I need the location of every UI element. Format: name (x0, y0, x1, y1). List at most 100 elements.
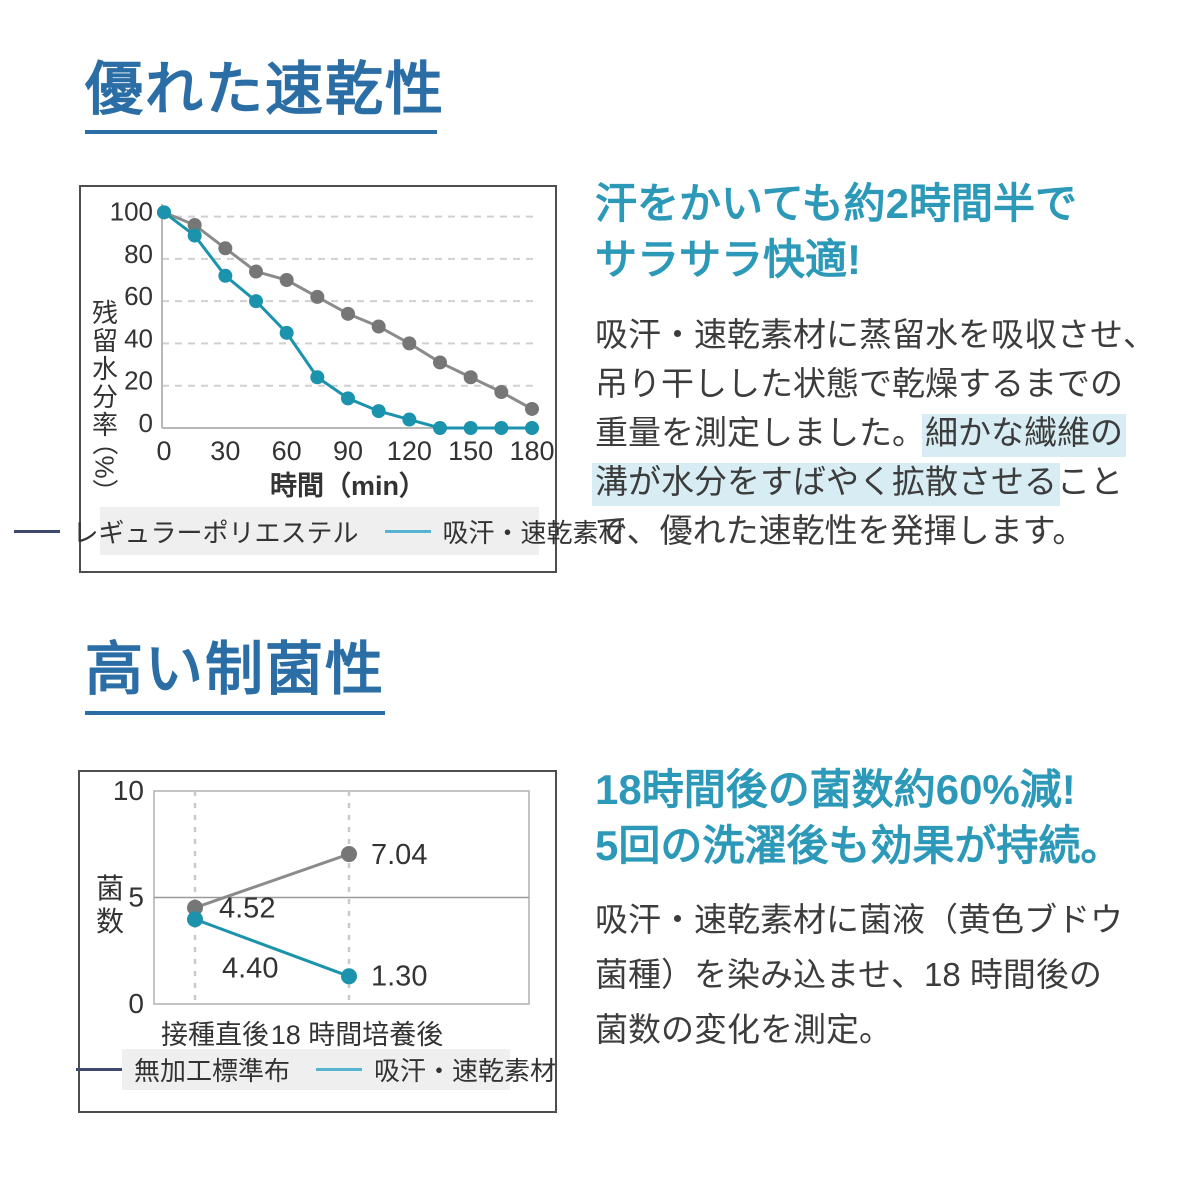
legend-item: 吸汗・速乾素材 (384, 513, 625, 550)
body-line: 吸汗・速乾素材に菌液（黄色ブドウ (595, 892, 1123, 947)
point-value-label: 7.04 (371, 839, 427, 871)
y-axis-label-moisture: 残留水分率（%） (89, 298, 121, 505)
y-tick-label: 10 (113, 775, 144, 806)
body-text: 吸汗・速乾素材に蒸留水を吸収させ、 (595, 316, 1156, 353)
headline-line: 汗をかいても約2時間半で (595, 180, 1077, 227)
series-marker-1 (157, 205, 171, 220)
series-marker-1 (341, 391, 355, 406)
legend-line-swatch (14, 529, 61, 533)
series-marker-1 (187, 911, 203, 928)
body-text: で、優れた速乾性を発揮します。 (595, 512, 1086, 549)
body-line: 菌種）を染み込ませ、18 時間後の (595, 947, 1123, 1002)
legend-label: 吸汗・速乾素材 (374, 1056, 557, 1086)
series-marker-0 (218, 241, 233, 256)
legend-label: 無加工標準布 (133, 1056, 290, 1086)
headline-line: 18時間後の菌数約60%減! (595, 766, 1076, 813)
body-line: 菌数の変化を測定。 (595, 1002, 1123, 1057)
bacteria-chart-legend: 無加工標準布 吸汗・速乾素材 (75, 1049, 556, 1090)
y-axis-label-char: 菌 (95, 873, 124, 904)
title-underline-antibacterial (85, 711, 385, 715)
series-marker-1 (249, 294, 263, 309)
body-text: こと (1057, 463, 1123, 500)
x-tick-label: 90 (333, 436, 363, 466)
legend-item: レギュラーポリエステル (14, 513, 359, 550)
legend-label: レギュラーポリエステル (72, 517, 359, 548)
y-tick-label: 5 (128, 882, 144, 913)
x-tick-label: 180 (509, 436, 554, 466)
series-marker-0 (279, 273, 294, 287)
series-marker-0 (371, 319, 386, 334)
body-text-highlighted: 溝が水分をすばやく拡散させる (595, 463, 1057, 500)
y-tick-label: 40 (124, 323, 153, 353)
series-marker-1 (371, 404, 386, 419)
x-axis-title: 時間（min） (270, 471, 426, 501)
body-line: 重量を測定しました。細かな繊維の (595, 408, 1156, 457)
body-text-antibacterial: 吸汗・速乾素材に菌液（黄色ブドウ菌種）を染み込ませ、18 時間後の菌数の変化を測… (595, 892, 1123, 1057)
body-line: 吸汗・速乾素材に蒸留水を吸収させ、 (595, 310, 1156, 359)
legend-label: 吸汗・速乾素材 (442, 517, 625, 548)
series-marker-0 (187, 218, 202, 233)
point-value-label: 4.40 (222, 952, 278, 984)
series-marker-1 (433, 421, 447, 435)
series-marker-0 (249, 264, 263, 279)
headline-line: 5回の洗濯後も効果が持続。 (595, 822, 1123, 869)
body-text-highlighted: 細かな繊維の (925, 414, 1123, 451)
series-marker-1 (187, 228, 202, 243)
series-marker-0 (341, 846, 357, 863)
body-line: 吊り干しした状態で乾燥するまでの (595, 359, 1156, 408)
series-marker-1 (402, 412, 417, 427)
legend-line-swatch (384, 529, 431, 533)
y-tick-label: 20 (124, 366, 153, 396)
legend-line-swatch (75, 1068, 122, 1071)
y-tick-label: 0 (128, 988, 144, 1019)
y-axis-label-char: 率 (91, 410, 118, 440)
series-marker-0 (310, 289, 325, 304)
bacteria-count-chart-plot: 0 5 10 接種直後 18 時間培養後 4.52 7.04 4.40 1.30 (113, 775, 530, 1050)
x-tick-label: 0 (156, 436, 171, 466)
body-line: で、優れた速乾性を発揮します。 (595, 506, 1156, 555)
moisture-rate-chart: 0 20 40 60 80 100 0 30 60 90 120 150 180 時間（min） 残留水分… (14, 185, 625, 573)
series-marker-0 (341, 306, 355, 321)
legend-item: 吸汗・速乾素材 (316, 1051, 556, 1088)
point-value-label: 1.30 (371, 960, 427, 992)
y-axis-unit: （%） (90, 429, 120, 505)
point-value-label: 4.52 (219, 893, 275, 925)
series-marker-0 (525, 401, 539, 416)
section-title-antibacterial: 高い制菌性 (85, 637, 386, 702)
y-axis-label-char: 留 (91, 326, 118, 356)
series-marker-0 (433, 355, 447, 370)
x-tick-label: 30 (210, 436, 240, 466)
y-axis-label-char: 残 (91, 298, 118, 328)
series-marker-0 (463, 370, 478, 385)
series-line-1 (194, 917, 350, 978)
series-marker-0 (494, 385, 509, 400)
body-text: 重量を測定しました。 (595, 414, 925, 451)
series-marker-0 (402, 336, 417, 351)
x-category-label: 接種直後 (161, 1020, 269, 1050)
series-marker-1 (463, 421, 478, 435)
series-marker-0 (187, 899, 203, 916)
y-tick-label: 100 (110, 197, 153, 227)
y-tick-label: 0 (139, 408, 153, 438)
y-axis-label-char: 分 (91, 382, 118, 412)
body-line: 溝が水分をすばやく拡散させること (595, 457, 1156, 506)
y-tick-label: 80 (124, 239, 153, 269)
series-marker-1 (341, 968, 357, 985)
headline-line: サラサラ快適! (595, 236, 861, 283)
series-marker-1 (279, 325, 294, 340)
body-text: 吊り干しした状態で乾燥するまでの (595, 365, 1123, 402)
body-text: 菌種）を染み込ませ、18 時間後の (595, 956, 1102, 993)
section-title-quick-drying: 優れた速乾性 (85, 57, 446, 122)
series-marker-1 (310, 370, 325, 385)
moisture-chart-legend: レギュラーポリエステル 吸汗・速乾素材 (14, 507, 625, 555)
y-axis-label-char: 水 (91, 354, 118, 384)
x-tick-label: 60 (272, 436, 302, 466)
legend-line-swatch (316, 1068, 362, 1071)
title-underline-quick-drying (85, 130, 437, 134)
legend-item: 無加工標準布 (75, 1051, 290, 1088)
moisture-rate-chart-plot: 0 20 40 60 80 100 0 30 60 90 120 150 180 時間（min） (110, 197, 555, 501)
y-axis-label-bacteria: 菌数 (94, 872, 126, 938)
body-text-quick-drying: 吸汗・速乾素材に蒸留水を吸収させ、 吊り干しした状態で乾燥するまでの 重量を測定しま… (595, 310, 1156, 555)
x-tick-label: 150 (448, 436, 493, 466)
